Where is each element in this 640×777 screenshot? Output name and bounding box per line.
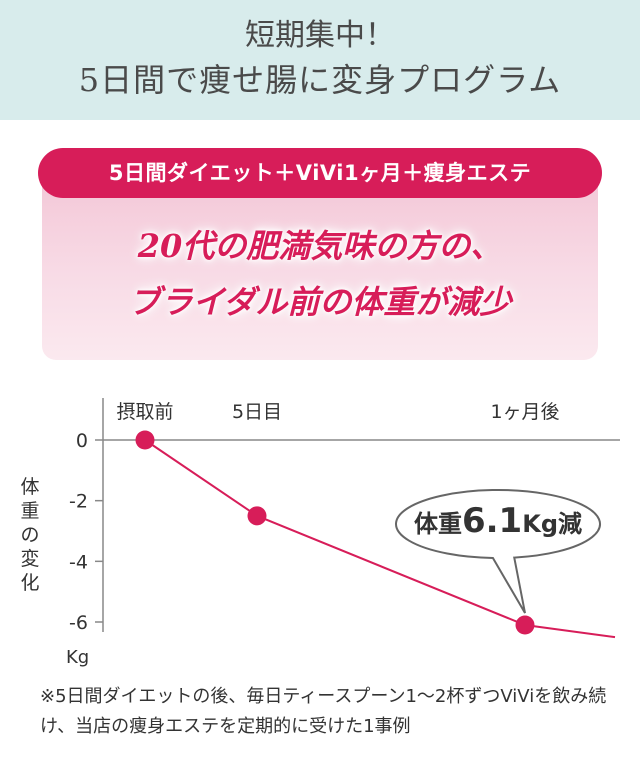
callout-value: 6.1 (462, 501, 522, 541)
callout-prefix: 体重 (414, 510, 462, 538)
y-tick-label: -2 (69, 491, 88, 513)
x-axis-label: 摂取前 (116, 401, 173, 423)
y-axis-label-char: 化 (20, 572, 39, 594)
header: 短期集中！ 5日間で痩せ腸に変身プログラム (0, 0, 640, 120)
result-panel (42, 170, 598, 360)
headline-line1: 20代の肥満気味の方の、 (137, 227, 503, 265)
headline-line2: ブライダル前の体重が減少 (128, 283, 512, 321)
y-axis-label-char: の (20, 524, 39, 546)
y-tick-label: 0 (76, 430, 88, 452)
program-banner: 5日間ダイエット＋ViVi1ヶ月＋痩身エステ (38, 148, 602, 198)
y-axis-label-char: 体 (20, 476, 39, 498)
header-subtitle: 短期集中！ (245, 18, 395, 53)
svg-text:体重6.1Kg減: 体重6.1Kg減 (414, 501, 582, 541)
callout-suffix: Kg減 (522, 510, 582, 538)
y-axis-label-char: 重 (20, 500, 39, 522)
weight-series-line (144, 439, 616, 639)
y-tick-label: -6 (69, 612, 88, 634)
data-point (515, 615, 535, 635)
footnote: ※5日間ダイエットの後、毎日ティースプーン1〜2杯ずつViViを飲み続け、当店の… (40, 686, 607, 737)
data-point (247, 506, 267, 526)
x-axis-label: 1ヶ月後 (490, 401, 559, 423)
y-axis-unit: Kg (66, 647, 89, 668)
header-title: 5日間で痩せ腸に変身プログラム (78, 61, 562, 99)
y-axis-label-char: 変 (20, 548, 39, 570)
data-point (135, 430, 155, 450)
x-axis-label: 5日目 (232, 401, 282, 423)
weight-loss-callout: 体重6.1Kg減 (395, 489, 601, 614)
y-tick-label: -4 (69, 551, 88, 573)
